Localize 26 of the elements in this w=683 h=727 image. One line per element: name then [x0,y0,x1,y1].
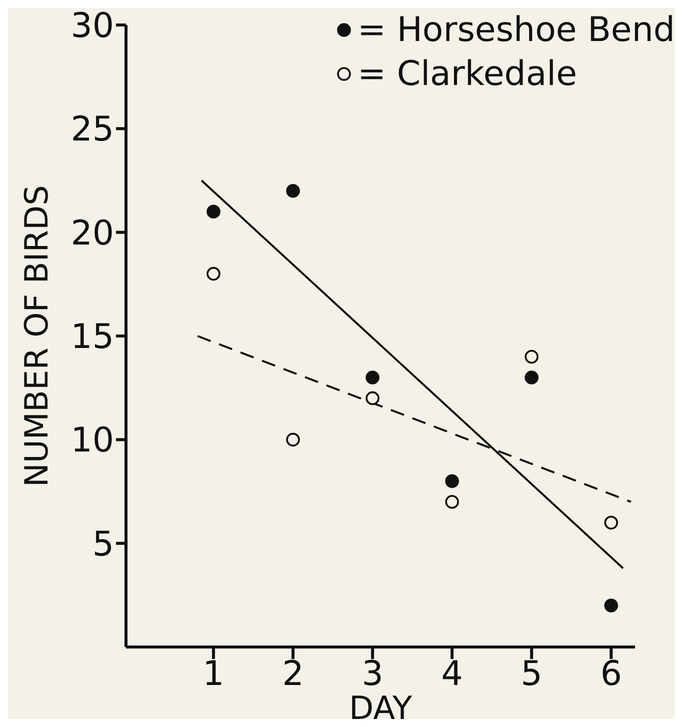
y-tick-label: 10 [70,420,114,461]
point [286,184,300,198]
x-tick-label: 6 [600,654,622,694]
point [366,370,380,384]
y-tick-label: 30 [70,6,114,46]
point [206,204,220,218]
point [286,432,300,447]
x-tick-label: 1 [202,654,224,694]
x-tick-label: 5 [520,654,542,694]
point [604,516,618,530]
point [604,598,618,612]
point [524,370,539,384]
y-tick-label: 25 [70,110,114,150]
x-tick-label: 4 [441,654,463,694]
x-tick-label: 2 [282,654,304,694]
y-tick-label: 5 [92,524,114,564]
legend-label: = Horseshoe Bend [358,9,675,52]
y-tick-label: 20 [70,213,114,254]
point [445,494,459,509]
point [366,391,380,406]
legend-label: = Clarkedale [358,53,578,96]
y-axis-title: NUMBER OF BIRDS [17,185,56,487]
point [206,266,220,281]
point [445,474,459,488]
point [524,350,539,364]
y-tick-label: 15 [70,317,114,358]
